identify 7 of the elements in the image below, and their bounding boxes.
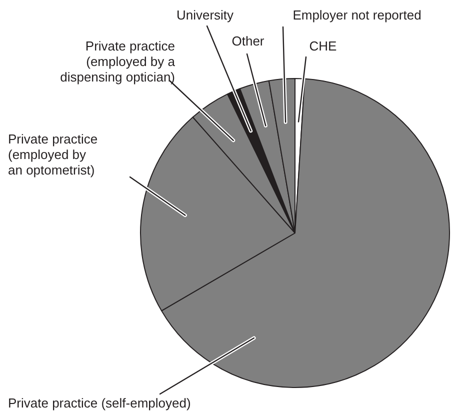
slice-label: Private practice (employed by an optometrist) xyxy=(8,132,98,178)
slice-label: CHE xyxy=(309,38,338,54)
slice-label: Other xyxy=(232,34,265,49)
slice-label: University xyxy=(176,8,234,23)
slice-label: Employer not reported xyxy=(292,8,422,23)
slice-label: Private practice (employed by a dispensing optician) xyxy=(60,38,176,85)
slice-label: Private practice (self-employed) xyxy=(8,396,191,411)
